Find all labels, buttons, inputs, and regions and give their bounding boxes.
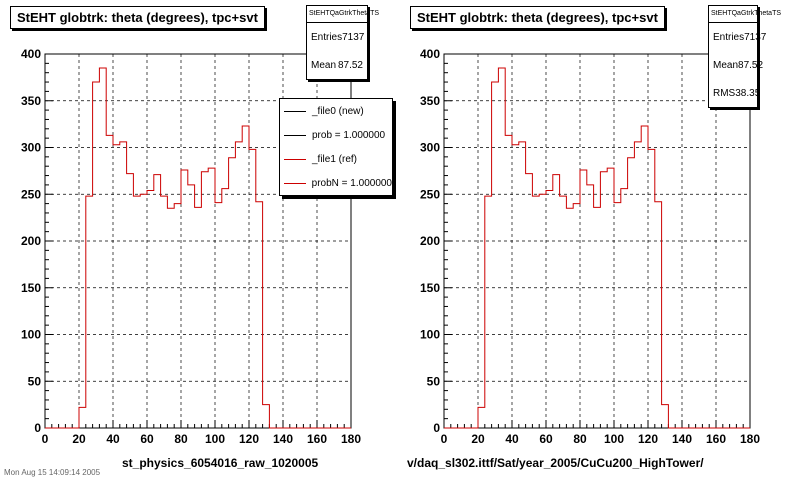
- legend-entry: prob = 1.000000: [280, 123, 392, 147]
- y-tick-label: 400: [420, 47, 440, 61]
- chart-2: 0 20 40 60 80 100 120 140 160 180 0 50 100 150 200 250 3…: [420, 47, 760, 446]
- x-axis-label: v/daq_sl302.ittf/Sat/year_2005/CuCu200_H…: [407, 456, 704, 470]
- x-tick-label: 80: [573, 432, 587, 446]
- legend-label: _file0 (new): [312, 105, 364, 117]
- x-tick-label: 180: [740, 432, 760, 446]
- y-tick-label: 50: [427, 374, 441, 388]
- y-tick-label: 100: [420, 328, 440, 342]
- x-tick-label: 100: [604, 432, 624, 446]
- stats-label: RMS: [713, 87, 736, 99]
- chart-title: StEHT globtrk: theta (degrees), tpc+svt: [410, 6, 665, 29]
- x-tick-label: 140: [273, 432, 293, 446]
- stats-value: 7137: [342, 31, 365, 43]
- y-tick-label: 250: [21, 187, 41, 201]
- x-tick-label: 120: [638, 432, 658, 446]
- stats-value: 87.52: [738, 59, 764, 71]
- stats-label: Entries: [713, 31, 745, 43]
- y-tick-label: 100: [21, 328, 41, 342]
- stats-label: Mean: [311, 59, 337, 71]
- histogram-series: [45, 67, 351, 429]
- stats-name: StEHTQaGtrkThetaTS: [307, 6, 379, 23]
- x-tick-label: 0: [42, 432, 49, 446]
- stats-box: StEHTQaGtrkThetaTS Entries 7137 Mean 87.52: [306, 5, 379, 80]
- stats-label: Mean: [713, 59, 739, 71]
- y-tick-label: 200: [21, 234, 41, 248]
- y-tick-label: 300: [420, 141, 440, 155]
- y-tick-label: 400: [21, 47, 41, 61]
- legend-swatch: [284, 110, 306, 112]
- y-tick-label: 250: [420, 187, 440, 201]
- x-tick-label: 0: [441, 432, 448, 446]
- stats-name: StEHTQaGtrkThetaTS: [709, 6, 781, 23]
- y-tick-label: 300: [21, 141, 41, 155]
- y-tick-label: 0: [34, 421, 41, 435]
- x-tick-label: 20: [72, 432, 86, 446]
- x-tick-label: 140: [672, 432, 692, 446]
- stats-row-entries: Entries 7137: [709, 23, 766, 51]
- x-tick-label: 20: [471, 432, 485, 446]
- x-tick-label: 160: [307, 432, 327, 446]
- x-tick-label: 180: [341, 432, 361, 446]
- legend-label: _file1 (ref): [312, 153, 358, 165]
- x-tick-label: 60: [140, 432, 154, 446]
- legend: _file0 (new) prob = 1.000000 _file1 (ref) p…: [279, 98, 393, 196]
- x-tick-label: 60: [539, 432, 553, 446]
- x-tick-label: 120: [239, 432, 259, 446]
- stats-row-rms: RMS 38.35: [709, 79, 761, 107]
- y-tick-label: 350: [21, 94, 41, 108]
- x-tick-label: 100: [205, 432, 225, 446]
- y-tick-label: 0: [433, 421, 440, 435]
- legend-swatch: [284, 134, 306, 136]
- legend-entry: _file1 (ref): [280, 147, 392, 171]
- x-axis-label: st_physics_6054016_raw_1020005: [122, 456, 319, 470]
- chart-title: StEHT globtrk: theta (degrees), tpc+svt: [10, 6, 265, 29]
- y-tick-label: 150: [420, 281, 440, 295]
- stats-row-entries: Entries 7137: [307, 23, 367, 51]
- legend-label: probN = 1.000000: [311, 177, 392, 189]
- legend-label: prob = 1.000000: [312, 129, 386, 141]
- stats-value: 38.35: [735, 87, 761, 99]
- x-tick-label: 80: [174, 432, 188, 446]
- y-tick-label: 200: [420, 234, 440, 248]
- legend-swatch: [284, 158, 306, 160]
- y-tick-label: 350: [420, 94, 440, 108]
- y-tick-label: 50: [28, 374, 42, 388]
- stats-row-mean: Mean 87.52: [709, 51, 763, 79]
- histogram-series: [444, 67, 750, 429]
- stats-box: StEHTQaGtrkThetaTS Entries 7137 Mean 87.52 RM…: [708, 5, 781, 108]
- x-tick-label: 160: [706, 432, 726, 446]
- timestamp-footer: Mon Aug 15 14:09:14 2005: [4, 468, 101, 477]
- x-tick-label: 40: [505, 432, 519, 446]
- x-tick-label: 40: [106, 432, 120, 446]
- legend-swatch: [284, 182, 306, 184]
- stats-row-mean: Mean 87.52: [307, 51, 367, 79]
- legend-entry: _file0 (new): [280, 99, 392, 123]
- legend-entry: probN = 1.000000: [280, 171, 392, 195]
- y-tick-label: 150: [21, 281, 41, 295]
- stats-value: 7137: [744, 31, 767, 43]
- stats-value: 87.52: [337, 59, 363, 71]
- stats-label: Entries: [311, 31, 343, 43]
